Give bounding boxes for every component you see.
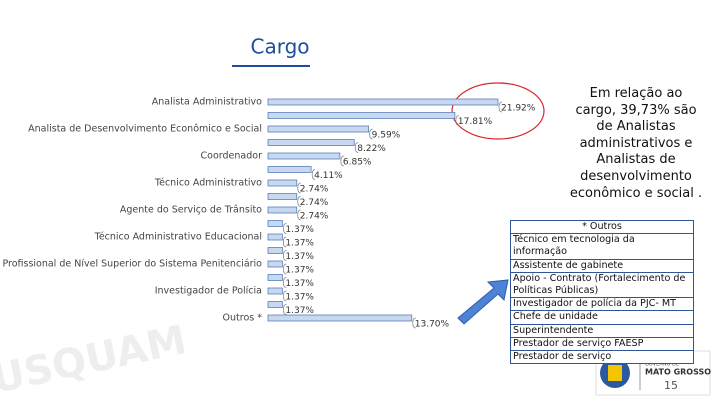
y-tick-label: Analista de Desenvolvimento Econômico e … xyxy=(28,124,262,135)
label-bracket xyxy=(283,250,287,261)
label-bracket xyxy=(283,223,287,234)
value-label: 17.81% xyxy=(458,117,493,127)
arrow xyxy=(457,279,509,325)
bar xyxy=(267,233,283,241)
value-label: 1.37% xyxy=(285,252,314,262)
label-bracket xyxy=(311,169,316,180)
value-label: 2.74% xyxy=(300,212,329,222)
value-label: 13.70% xyxy=(415,320,450,330)
label-bracket xyxy=(297,182,301,194)
bar xyxy=(267,206,298,214)
value-label: 1.37% xyxy=(285,266,314,276)
outros-item: Técnico em tecnologia da informação xyxy=(511,233,693,258)
y-tick-label: Técnico Administrativo xyxy=(154,178,262,189)
value-label: 8.22% xyxy=(357,144,386,154)
page-number: 15 xyxy=(664,379,678,392)
y-tick-label: Coordenador xyxy=(201,151,263,162)
bar xyxy=(267,220,283,227)
label-bracket xyxy=(283,304,287,315)
slide-title: Cargo xyxy=(250,35,309,59)
value-label: 1.37% xyxy=(285,239,314,249)
value-label: 21.92% xyxy=(501,104,536,114)
label-bracket xyxy=(354,142,359,153)
note: Em relação ao cargo, 39,73% são de Anali… xyxy=(569,86,703,201)
y-tick-label: Investigador de Polícia xyxy=(155,286,262,297)
outros-item: Prestador de serviço xyxy=(511,350,693,363)
label-bracket xyxy=(340,155,344,167)
label-bracket xyxy=(297,209,301,221)
bar xyxy=(267,139,355,146)
bar xyxy=(267,274,283,281)
logo-shield xyxy=(608,365,622,381)
label-bracket xyxy=(498,101,503,113)
label-bracket xyxy=(283,290,287,302)
outros-item: Apoio - Contrato (Fortalecimento de Polí… xyxy=(511,271,693,297)
outros-item: Assistente de gabinete xyxy=(511,258,693,272)
y-tick-label: Técnico Administrativo Educacional xyxy=(94,232,262,243)
value-label: 6.85% xyxy=(343,158,372,168)
y-tick-label: Profissional de Nível Superior do Sistem… xyxy=(2,259,262,270)
value-label: 9.59% xyxy=(372,131,401,141)
logo-line2: MATO GROSSO xyxy=(645,368,711,377)
value-label: 2.74% xyxy=(300,198,329,208)
highlight-ellipse xyxy=(451,82,545,140)
bar xyxy=(267,193,298,200)
bar xyxy=(267,179,298,187)
watermark: USQUAM xyxy=(0,317,191,403)
value-label: 1.37% xyxy=(285,225,314,235)
value-label: 1.37% xyxy=(285,306,314,316)
label-bracket xyxy=(297,196,301,207)
y-tick-label: Agente do Serviço de Trânsito xyxy=(120,205,262,216)
bar xyxy=(267,98,499,106)
label-bracket xyxy=(283,277,287,288)
label-bracket xyxy=(369,128,373,140)
bar xyxy=(267,112,456,119)
y-tick-label: Analista Administrativo xyxy=(152,97,262,108)
outros-box: * Outros Técnico em tecnologia da informa… xyxy=(510,220,694,365)
value-label: 2.74% xyxy=(300,185,329,195)
value-label: 1.37% xyxy=(285,279,314,289)
bar xyxy=(267,125,370,133)
label-bracket xyxy=(283,236,287,248)
value-label: 1.37% xyxy=(285,293,314,303)
bar xyxy=(267,314,413,322)
logo-line1: GOVERNO DE xyxy=(645,362,679,368)
bar xyxy=(267,260,283,268)
bar xyxy=(267,166,312,173)
outros-item: Chefe de unidade xyxy=(511,310,693,323)
outros-title: * Outros xyxy=(582,221,622,232)
outros-item: Investigador de polícia da PJC- MT xyxy=(511,297,693,310)
value-label: 4.11% xyxy=(314,171,343,181)
bar xyxy=(267,152,341,160)
y-tick-label: Outros * xyxy=(223,313,263,324)
bar xyxy=(267,287,283,295)
label-bracket xyxy=(412,317,416,329)
outros-item: Prestador de serviço FAESP xyxy=(511,336,693,350)
bar xyxy=(267,301,283,308)
label-bracket xyxy=(455,115,459,126)
bar xyxy=(267,247,283,254)
label-bracket xyxy=(283,263,287,275)
outros-item: Superintendente xyxy=(511,323,693,337)
